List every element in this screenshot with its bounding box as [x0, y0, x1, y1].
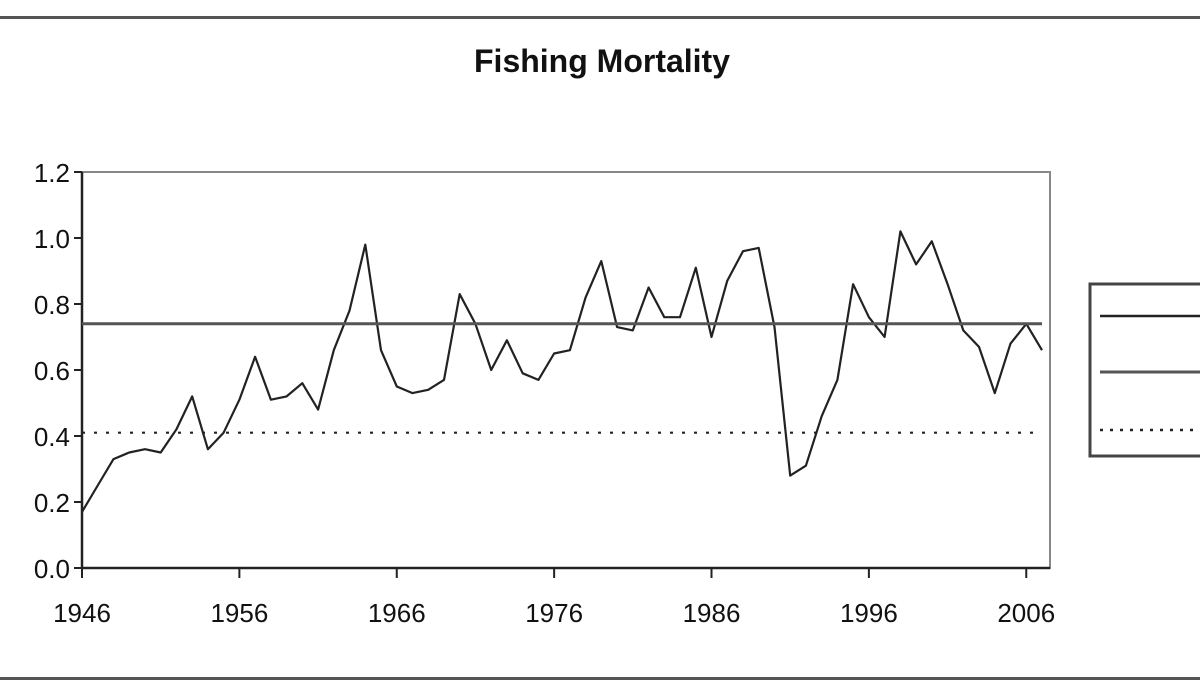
x-tick-label: 1946 — [53, 598, 111, 628]
x-tick-label: 1986 — [683, 598, 741, 628]
y-tick-label: 1.2 — [34, 158, 70, 188]
x-tick-label: 1966 — [368, 598, 426, 628]
legend — [1088, 282, 1200, 458]
legend-box — [1088, 282, 1200, 458]
series-group — [81, 230, 1043, 513]
series-line-0 — [81, 230, 1043, 513]
chart-frame — [0, 16, 1200, 680]
x-tick-label: 1976 — [525, 598, 583, 628]
x-axis-ticks: 1946 1956 1966 1976 1986 1996 2006 — [53, 568, 1055, 628]
y-axis-ticks: 0.0 0.2 0.4 0.6 0.8 1.0 1.2 — [34, 158, 82, 584]
x-tick-label: 2006 — [997, 598, 1055, 628]
y-tick-label: 0.4 — [34, 422, 70, 452]
y-tick-label: 0.8 — [34, 290, 70, 320]
y-tick-label: 0.6 — [34, 356, 70, 386]
y-tick-label: 0.2 — [34, 488, 70, 518]
y-tick-label: 0.0 — [34, 554, 70, 584]
y-tick-label: 1.0 — [34, 224, 70, 254]
x-tick-label: 1996 — [840, 598, 898, 628]
x-tick-label: 1956 — [210, 598, 268, 628]
chart-title: Fishing Mortality — [474, 43, 730, 79]
plot-area — [81, 171, 1051, 569]
